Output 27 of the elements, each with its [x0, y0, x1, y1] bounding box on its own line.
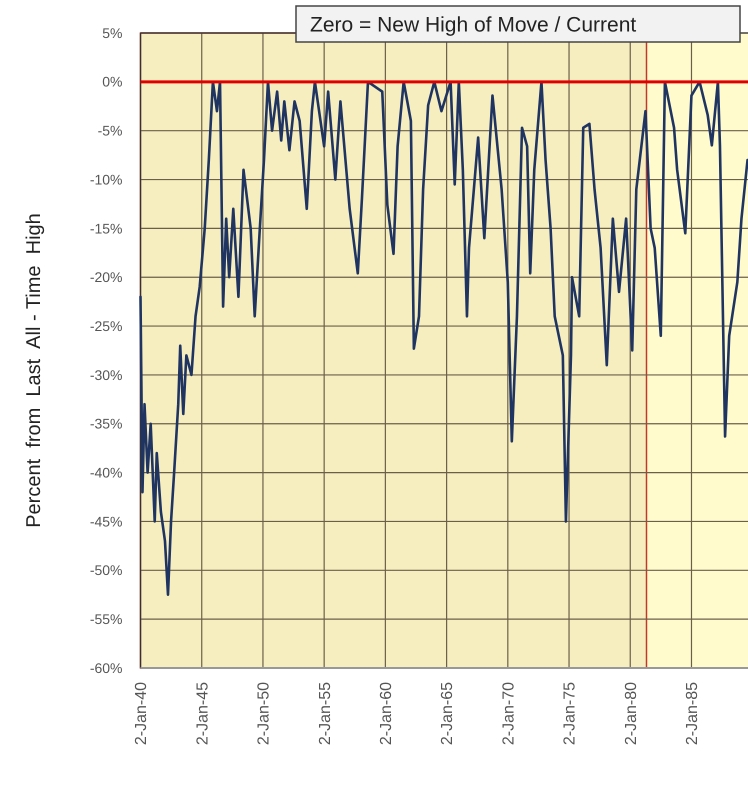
x-tick-label: 2-Jan-65 — [439, 682, 456, 746]
y-tick-label: -55% — [90, 611, 122, 628]
y-tick-label: -60% — [90, 660, 122, 676]
x-tick-label: 2-Jan-50 — [256, 682, 273, 746]
y-tick-label: -15% — [90, 220, 122, 236]
y-tick-label: -50% — [90, 562, 122, 578]
y-tick-label: -5% — [98, 122, 122, 139]
y-tick-label: 5% — [102, 24, 122, 41]
x-tick-label: 2-Jan-80 — [622, 682, 640, 746]
x-tick-label: 2-Jan-75 — [562, 682, 579, 746]
y-tick-label: -10% — [90, 171, 122, 188]
y-tick-label: -35% — [90, 416, 122, 432]
y-tick-label: 0% — [102, 74, 122, 90]
x-tick-label: 2-Jan-85 — [684, 682, 702, 746]
annotation: Zero = New High of Move / Current — [310, 13, 636, 36]
x-tick-label: 2-Jan-60 — [378, 682, 395, 746]
line-series — [139, 80, 748, 596]
y-tick-label: -45% — [90, 513, 122, 530]
x-tick-label: 2-Jan-70 — [500, 682, 518, 746]
x-tick-label: 2-Jan-45 — [194, 682, 212, 746]
y-tick-label: -30% — [90, 366, 122, 383]
x-tick-label: 2-Jan-40 — [133, 682, 150, 746]
y-tick-label: -40% — [90, 464, 122, 481]
y-tick-label: -20% — [90, 269, 122, 286]
y-tick-label: -25% — [90, 318, 122, 334]
y-axis-title: Percent from Last All - Time High — [23, 213, 45, 528]
x-tick-label: 2-Jan-55 — [316, 682, 334, 746]
